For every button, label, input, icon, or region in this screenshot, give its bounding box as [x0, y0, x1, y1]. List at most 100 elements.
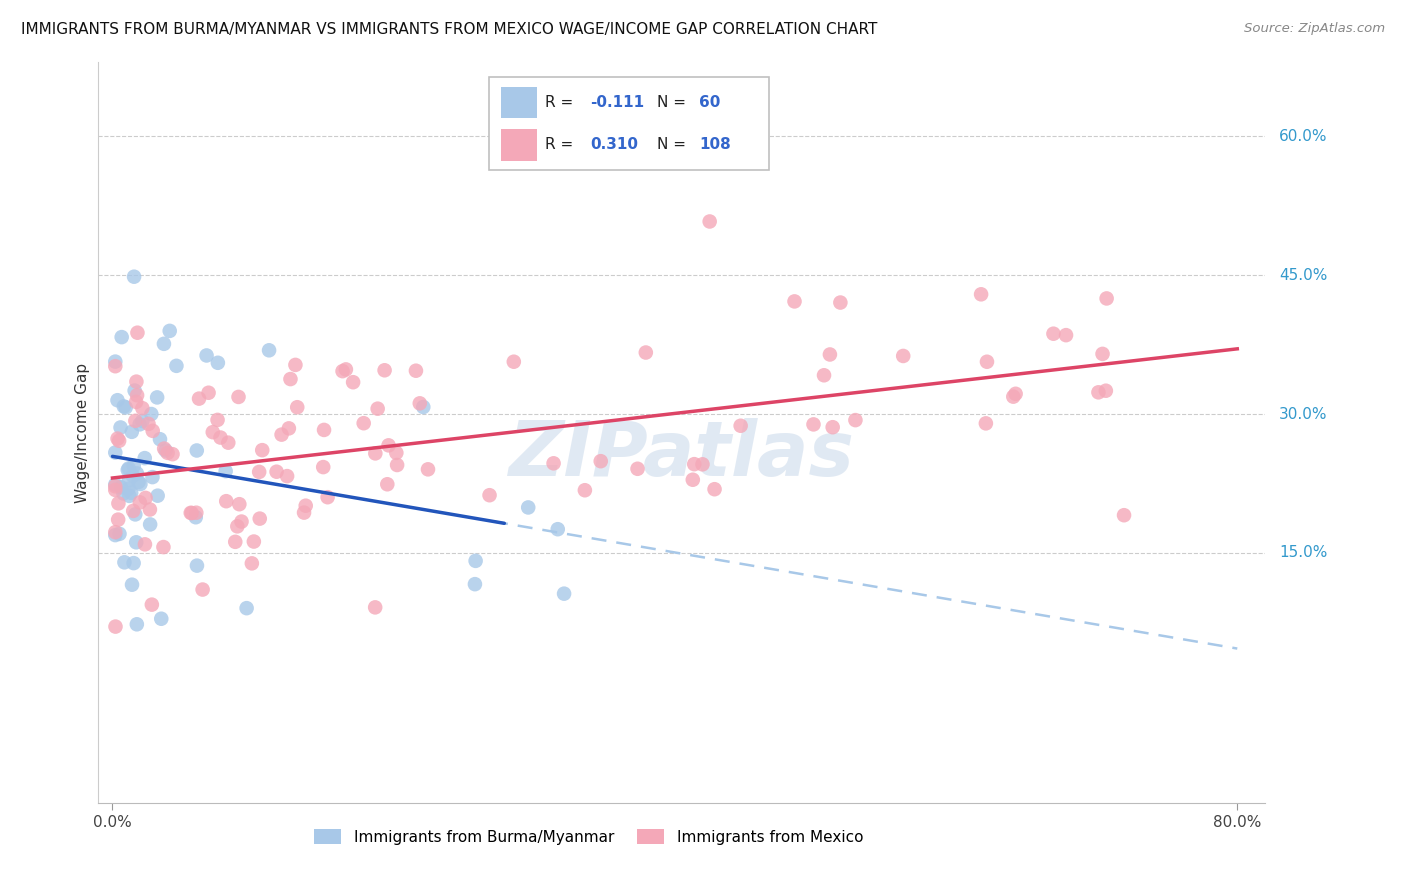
- Point: [128, 475, 150, 489]
- Point: [257, 343, 280, 358]
- Point: [131, 414, 153, 428]
- Point: [114, 401, 136, 415]
- Point: [121, 577, 143, 591]
- Point: [125, 395, 148, 409]
- Point: [375, 477, 398, 491]
- Point: [134, 451, 156, 466]
- Point: [108, 434, 131, 448]
- Point: [159, 324, 181, 338]
- Point: [553, 587, 575, 601]
- Point: [135, 491, 157, 505]
- Point: [215, 494, 238, 508]
- Point: [110, 480, 132, 494]
- Point: [150, 612, 173, 626]
- Point: [141, 407, 163, 421]
- Point: [201, 425, 224, 439]
- Point: [844, 413, 866, 427]
- Point: [294, 499, 316, 513]
- Point: [121, 425, 143, 439]
- Point: [112, 486, 135, 500]
- Point: [730, 418, 752, 433]
- Point: [626, 462, 648, 476]
- Point: [412, 400, 434, 414]
- Point: [464, 577, 486, 591]
- Point: [818, 347, 841, 361]
- Point: [186, 506, 208, 520]
- Point: [284, 358, 307, 372]
- Point: [129, 477, 152, 491]
- Point: [316, 490, 339, 504]
- Point: [1095, 384, 1118, 398]
- Point: [974, 417, 997, 431]
- Point: [104, 354, 127, 368]
- Point: [180, 506, 202, 520]
- Text: 15.0%: 15.0%: [1279, 545, 1327, 560]
- Point: [270, 427, 292, 442]
- Point: [385, 458, 408, 472]
- Point: [120, 485, 142, 500]
- Point: [292, 506, 315, 520]
- Point: [162, 447, 184, 461]
- Point: [249, 511, 271, 525]
- Point: [266, 465, 288, 479]
- Point: [125, 535, 148, 549]
- Point: [111, 330, 134, 344]
- Point: [122, 556, 145, 570]
- Point: [409, 396, 432, 410]
- Point: [104, 619, 127, 633]
- Point: [243, 534, 266, 549]
- Point: [153, 442, 176, 456]
- Point: [146, 489, 169, 503]
- Text: 60.0%: 60.0%: [1279, 129, 1327, 144]
- Point: [207, 413, 229, 427]
- Point: [152, 540, 174, 554]
- Point: [139, 502, 162, 516]
- Point: [285, 401, 308, 415]
- Point: [124, 384, 146, 398]
- Point: [191, 582, 214, 597]
- Point: [128, 417, 150, 432]
- Point: [821, 420, 844, 434]
- Point: [104, 525, 127, 540]
- Point: [367, 401, 389, 416]
- Point: [131, 401, 153, 416]
- Point: [416, 462, 439, 476]
- Point: [547, 522, 569, 536]
- Text: IMMIGRANTS FROM BURMA/MYANMAR VS IMMIGRANTS FROM MEXICO WAGE/INCOME GAP CORRELAT: IMMIGRANTS FROM BURMA/MYANMAR VS IMMIGRA…: [21, 22, 877, 37]
- Point: [112, 555, 135, 569]
- Point: [692, 458, 714, 472]
- Point: [112, 400, 135, 414]
- Point: [226, 519, 249, 533]
- Point: [146, 391, 169, 405]
- Point: [240, 557, 263, 571]
- Point: [117, 463, 139, 477]
- Point: [118, 461, 141, 475]
- Point: [235, 601, 257, 615]
- Point: [180, 506, 202, 520]
- Point: [224, 534, 246, 549]
- Point: [155, 443, 177, 458]
- Point: [405, 364, 427, 378]
- Point: [122, 504, 145, 518]
- Point: [478, 488, 501, 502]
- Point: [121, 468, 143, 483]
- Point: [385, 446, 408, 460]
- Point: [277, 421, 299, 435]
- Point: [104, 477, 127, 491]
- Point: [517, 500, 540, 515]
- Point: [1042, 326, 1064, 341]
- Text: Source: ZipAtlas.com: Source: ZipAtlas.com: [1244, 22, 1385, 36]
- Point: [252, 443, 274, 458]
- Point: [125, 467, 148, 481]
- Point: [149, 432, 172, 446]
- Point: [703, 482, 725, 496]
- Point: [141, 470, 163, 484]
- Point: [1087, 385, 1109, 400]
- Point: [280, 372, 302, 386]
- Point: [1004, 386, 1026, 401]
- Point: [117, 482, 139, 496]
- Point: [125, 375, 148, 389]
- Point: [1054, 328, 1077, 343]
- Point: [976, 355, 998, 369]
- Point: [1112, 508, 1135, 523]
